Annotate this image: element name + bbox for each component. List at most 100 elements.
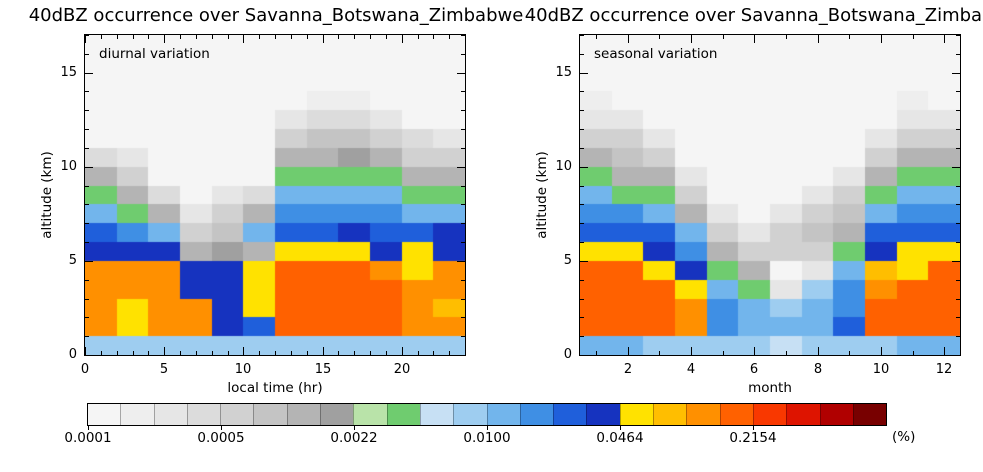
tick-mark	[457, 261, 465, 262]
tick-mark	[580, 91, 584, 92]
tick-mark	[461, 148, 465, 149]
tick-mark	[164, 35, 165, 43]
tick-mark	[956, 148, 960, 149]
tick-mark	[386, 35, 387, 39]
colorbar-tick	[88, 426, 89, 430]
tick-mark	[956, 54, 960, 55]
tick-mark	[85, 355, 93, 356]
colorbar-tick-label: 0.0022	[330, 430, 378, 446]
tick-mark	[580, 355, 588, 356]
tick-mark	[228, 35, 229, 39]
tick-mark	[85, 129, 89, 130]
tick-mark	[580, 261, 588, 262]
tick-mark	[952, 261, 960, 262]
x-tick-label: 2	[623, 362, 633, 377]
tick-mark	[228, 351, 229, 355]
tick-mark	[580, 242, 584, 243]
y-tick-label: 15	[555, 65, 572, 80]
tick-mark	[659, 35, 660, 39]
tick-mark	[402, 347, 403, 355]
tick-mark	[849, 351, 850, 355]
tick-mark	[85, 223, 89, 224]
tick-mark	[212, 35, 213, 39]
tick-mark	[449, 351, 450, 355]
tick-mark	[956, 91, 960, 92]
colorbar-tick	[753, 426, 754, 430]
tick-mark	[85, 54, 89, 55]
tick-mark	[418, 35, 419, 39]
tick-mark	[457, 167, 465, 168]
tick-mark	[85, 110, 89, 111]
x-tick-label: 4	[686, 362, 696, 377]
tick-mark	[85, 280, 89, 281]
tick-mark	[580, 35, 584, 36]
tick-mark	[461, 280, 465, 281]
tick-mark	[457, 73, 465, 74]
colorbar-cell	[819, 404, 853, 425]
tick-mark	[786, 351, 787, 355]
tick-mark	[786, 35, 787, 39]
x-tick-label: 12	[935, 362, 953, 377]
colorbar-cell	[719, 404, 753, 425]
colorbar-cell	[253, 404, 287, 425]
tick-mark	[307, 35, 308, 39]
colorbar-cell	[320, 404, 354, 425]
tick-mark	[461, 186, 465, 187]
tick-mark	[944, 35, 945, 43]
x-tick-label: 10	[872, 362, 890, 377]
tick-mark	[85, 35, 89, 36]
tick-mark	[461, 110, 465, 111]
tick-mark	[180, 351, 181, 355]
colorbar-tick-label: 0.0005	[197, 430, 245, 446]
tick-mark	[956, 299, 960, 300]
diurnal-plot-frame: diurnal variation	[84, 34, 466, 356]
colorbar-tick-label: 0.0464	[596, 430, 644, 446]
tick-mark	[956, 242, 960, 243]
tick-mark	[956, 204, 960, 205]
tick-mark	[580, 129, 584, 130]
y-tick-label: 10	[555, 159, 572, 174]
tick-mark	[580, 299, 584, 300]
colorbar-tick-label: 0.2154	[729, 430, 777, 446]
seasonal-panel-title: 40dBZ occurrence over Savanna_Botswana_Z…	[524, 5, 983, 26]
tick-mark	[580, 73, 588, 74]
tick-mark	[580, 223, 584, 224]
x-tick-label: 8	[813, 362, 823, 377]
tick-mark	[818, 35, 819, 43]
tick-mark	[85, 261, 93, 262]
colorbar-cell	[286, 404, 321, 425]
x-tick-label: 10	[234, 362, 252, 377]
colorbar-cell	[386, 404, 420, 425]
tick-mark	[913, 351, 914, 355]
tick-mark	[461, 336, 465, 337]
x-tick-label: 6	[749, 362, 759, 377]
colorbar-cell	[120, 404, 154, 425]
tick-mark	[956, 317, 960, 318]
tick-mark	[386, 351, 387, 355]
diurnal-heatmap	[85, 35, 465, 355]
x-tick-label: 20	[393, 362, 411, 377]
y-tick-label: 15	[60, 65, 77, 80]
tick-mark	[913, 35, 914, 39]
x-tick-label: 5	[159, 362, 169, 377]
tick-mark	[461, 299, 465, 300]
colorbar-tick-label: 0.0001	[64, 430, 112, 446]
tick-mark	[291, 35, 292, 39]
colorbar-cell	[653, 404, 687, 425]
tick-mark	[956, 223, 960, 224]
colorbar-cell	[553, 404, 587, 425]
seasonal-heatmap	[580, 35, 960, 355]
colorbar-cell	[686, 404, 720, 425]
colorbar-cell	[486, 404, 520, 425]
colorbar-tick	[221, 426, 222, 430]
tick-mark	[461, 35, 465, 36]
tick-mark	[85, 91, 89, 92]
tick-mark	[457, 355, 465, 356]
colorbar-cell	[186, 404, 221, 425]
colorbar-cell	[519, 404, 554, 425]
tick-mark	[754, 347, 755, 355]
tick-mark	[291, 351, 292, 355]
tick-mark	[433, 351, 434, 355]
colorbar-cell	[752, 404, 787, 425]
